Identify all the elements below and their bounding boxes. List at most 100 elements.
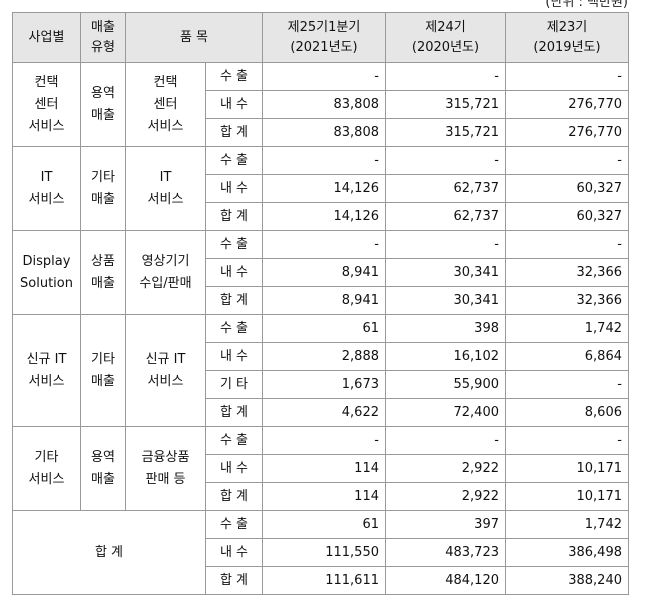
value-cell: 1,673: [262, 370, 386, 399]
table-row: 기 타 1,673 55,900-: [13, 370, 629, 399]
value-cell: 60,327: [505, 202, 629, 231]
row-label: 합 계: [205, 566, 263, 595]
sales-type-cell: 기타 매출: [80, 314, 126, 427]
header-cell: 제23기 (2019년도): [505, 12, 629, 63]
value-cell: -: [262, 426, 386, 455]
header-cell: 사업별: [12, 12, 81, 63]
table-row: 합 계 111,611 484,120 388,240: [13, 566, 629, 595]
header-cell: 제24기 (2020년도): [385, 12, 506, 63]
sales-type-cell: 상품 매출: [80, 230, 126, 315]
value-cell: 8,606: [505, 398, 629, 427]
value-cell: 2,888: [262, 342, 386, 371]
value-cell: 62,737: [385, 174, 506, 203]
value-cell: 276,770: [505, 90, 629, 119]
row-label: 합 계: [205, 202, 263, 231]
item-cell: IT 서비스: [125, 146, 206, 231]
table-row: 합 계 8,941 30,341 32,366: [13, 286, 629, 315]
item-cell: 금융상품 판매 등: [125, 426, 206, 511]
value-cell: 55,900: [385, 370, 506, 399]
value-cell: 60,327: [505, 174, 629, 203]
sales-type-cell: 용역 매출: [80, 426, 126, 511]
value-cell: 14,126: [262, 174, 386, 203]
value-cell: 8,941: [262, 286, 386, 315]
header-row: 사업별 매출 유형 품 목 제25기1분기 (2021년도) 제24기 (202…: [12, 12, 629, 63]
item-cell: 신규 IT 서비스: [125, 314, 206, 427]
row-label: 내 수: [205, 90, 263, 119]
row-label: 합 계: [205, 118, 263, 147]
table-row: 내 수 2,888 16,102 6,864: [13, 342, 629, 371]
row-label: 합 계: [205, 398, 263, 427]
value-cell: -: [262, 146, 386, 175]
value-cell: -: [385, 62, 506, 91]
row-label: 내 수: [205, 258, 263, 287]
table-row: 신규 IT 서비스 기타 매출 신규 IT 서비스 수 출 61 398 1,742: [12, 314, 629, 427]
row-label: 수 출: [205, 510, 263, 539]
item-cell: 영상기기 수입/판매: [125, 230, 206, 315]
value-cell: -: [262, 230, 386, 259]
table-body: 컨택 센터 서비스 용역 매출 컨택 센터 서비스 수 출---내 수 83,808 31…: [12, 62, 629, 595]
table-row: Display Solution 상품 매출 영상기기 수입/판매 수 출---: [12, 230, 629, 315]
value-cell: -: [385, 426, 506, 455]
header-cell: 품 목: [125, 12, 263, 63]
value-cell: 61: [262, 314, 386, 343]
business-cell: IT 서비스: [12, 146, 81, 231]
total-label: 합 계: [12, 510, 206, 595]
value-cell: 1,742: [505, 510, 629, 539]
value-cell: 114: [262, 482, 386, 511]
business-cell: 기타 서비스: [12, 426, 81, 511]
value-cell: -: [505, 426, 629, 455]
table-row: 합 계 14,126 62,737 60,327: [13, 202, 629, 231]
item-cell: 컨택 센터 서비스: [125, 62, 206, 147]
row-label: 내 수: [205, 538, 263, 567]
value-cell: 4,622: [262, 398, 386, 427]
value-cell: 32,366: [505, 286, 629, 315]
value-cell: 83,808: [262, 118, 386, 147]
value-cell: 2,922: [385, 482, 506, 511]
value-cell: 111,611: [262, 566, 386, 595]
table-row: 내 수 83,808 315,721 276,770: [13, 90, 629, 119]
value-cell: 32,366: [505, 258, 629, 287]
value-cell: -: [505, 370, 629, 399]
value-cell: 14,126: [262, 202, 386, 231]
value-cell: 2,922: [385, 454, 506, 483]
value-cell: 30,341: [385, 258, 506, 287]
value-cell: 484,120: [385, 566, 506, 595]
value-cell: 61: [262, 510, 386, 539]
value-cell: 1,742: [505, 314, 629, 343]
value-cell: 6,864: [505, 342, 629, 371]
row-label: 수 출: [205, 146, 263, 175]
value-cell: 62,737: [385, 202, 506, 231]
business-cell: 컨택 센터 서비스: [12, 62, 81, 147]
row-label: 내 수: [205, 174, 263, 203]
value-cell: 83,808: [262, 90, 386, 119]
value-cell: 8,941: [262, 258, 386, 287]
value-cell: 111,550: [262, 538, 386, 567]
value-cell: -: [262, 62, 386, 91]
value-cell: 315,721: [385, 90, 506, 119]
value-cell: -: [385, 146, 506, 175]
row-label: 내 수: [205, 342, 263, 371]
table-header: 사업별 매출 유형 품 목 제25기1분기 (2021년도) 제24기 (202…: [12, 12, 629, 63]
value-cell: -: [505, 62, 629, 91]
value-cell: 114: [262, 454, 386, 483]
value-cell: 10,171: [505, 454, 629, 483]
unit-note: (단위 : 백만원): [545, 0, 628, 10]
row-label: 기 타: [205, 370, 263, 399]
header-cell: 매출 유형: [80, 12, 126, 63]
header-cell: 제25기1분기 (2021년도): [262, 12, 386, 63]
value-cell: 386,498: [505, 538, 629, 567]
row-label: 수 출: [205, 62, 263, 91]
value-cell: 483,723: [385, 538, 506, 567]
row-label: 수 출: [205, 426, 263, 455]
value-cell: -: [505, 230, 629, 259]
business-cell: Display Solution: [12, 230, 81, 315]
row-label: 합 계: [205, 482, 263, 511]
value-cell: -: [505, 146, 629, 175]
table-row: 내 수 8,941 30,341 32,366: [13, 258, 629, 287]
value-cell: 16,102: [385, 342, 506, 371]
table-row: 합 계 4,622 72,400 8,606: [13, 398, 629, 427]
sales-type-cell: 용역 매출: [80, 62, 126, 147]
business-cell: 신규 IT 서비스: [12, 314, 81, 427]
